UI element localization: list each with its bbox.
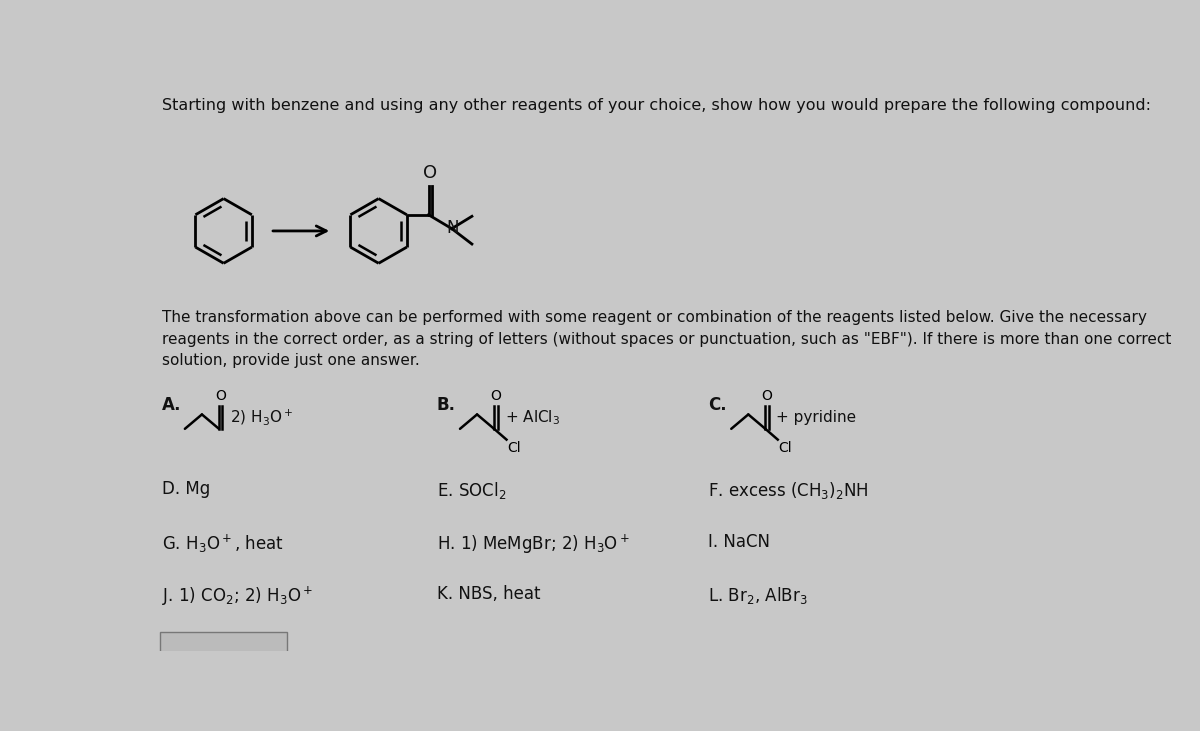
Text: Cl: Cl [779,441,792,455]
Text: C.: C. [708,396,727,414]
Text: + pyridine: + pyridine [776,410,857,425]
Text: The transformation above can be performed with some reagent or combination of th: The transformation above can be performe… [162,310,1171,368]
Text: D. Mg: D. Mg [162,480,210,499]
Text: O: O [215,390,226,404]
Text: I. NaCN: I. NaCN [708,533,770,550]
Text: Starting with benzene and using any other reagents of your choice, show how you : Starting with benzene and using any othe… [162,98,1151,113]
Text: + AlCl$_3$: + AlCl$_3$ [505,408,560,427]
FancyBboxPatch shape [160,632,287,667]
Text: O: O [424,164,438,183]
Text: L. Br$_2$, AlBr$_3$: L. Br$_2$, AlBr$_3$ [708,585,808,606]
Text: B.: B. [437,396,456,414]
Text: O: O [491,390,502,404]
Text: N: N [446,219,458,237]
Text: O: O [762,390,773,404]
Text: Cl: Cl [508,441,521,455]
Text: K. NBS, heat: K. NBS, heat [437,585,540,603]
Text: 2) H$_3$O$^+$: 2) H$_3$O$^+$ [230,407,293,427]
Text: J. 1) CO$_2$; 2) H$_3$O$^+$: J. 1) CO$_2$; 2) H$_3$O$^+$ [162,585,313,608]
Text: F. excess (CH$_3$)$_2$NH: F. excess (CH$_3$)$_2$NH [708,480,868,501]
Text: A.: A. [162,396,181,414]
Text: G. H$_3$O$^+$, heat: G. H$_3$O$^+$, heat [162,533,283,555]
Text: H. 1) MeMgBr; 2) H$_3$O$^+$: H. 1) MeMgBr; 2) H$_3$O$^+$ [437,533,630,556]
Text: E. SOCl$_2$: E. SOCl$_2$ [437,480,506,501]
